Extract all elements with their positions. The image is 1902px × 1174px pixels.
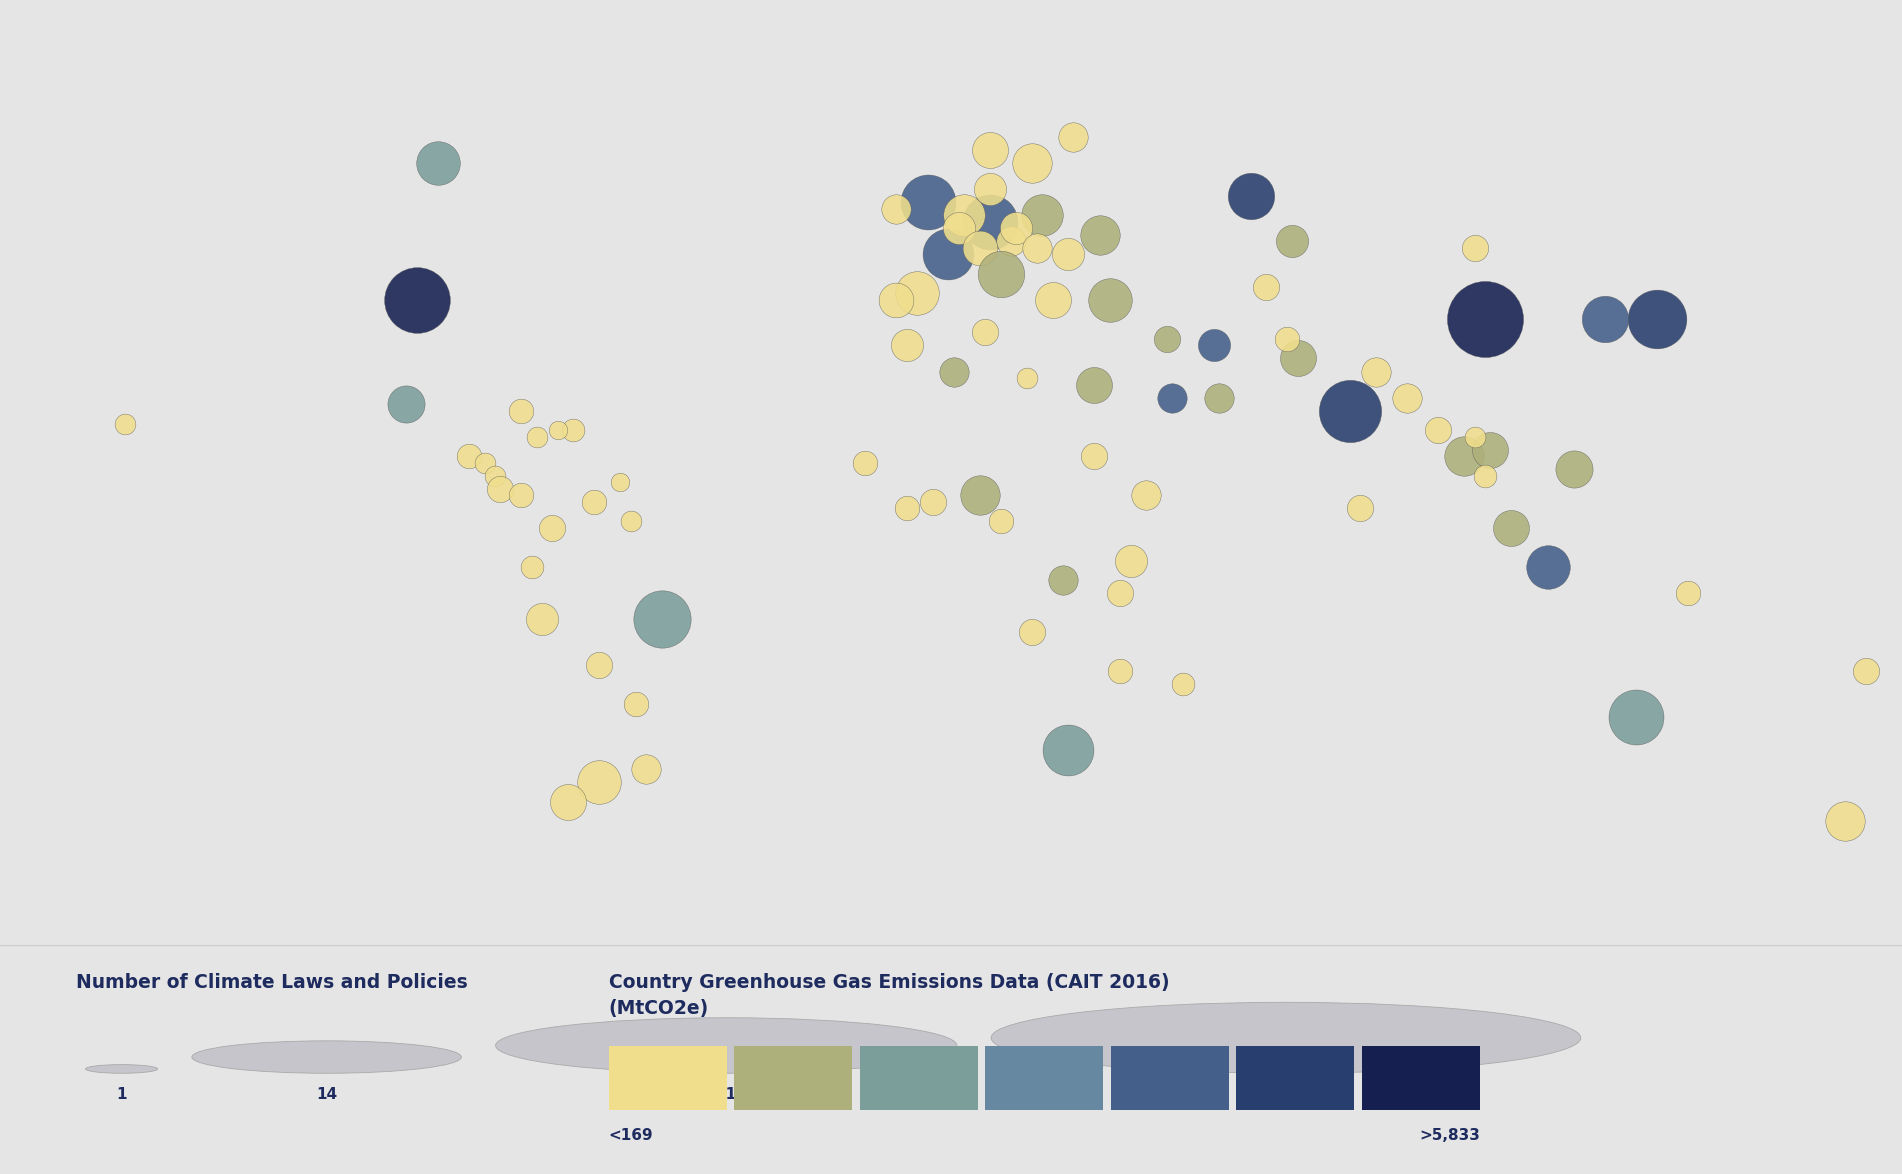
Point — [1198, 336, 1229, 355]
Ellipse shape — [192, 1041, 462, 1073]
Point — [578, 492, 609, 511]
Text: <169: <169 — [609, 1128, 652, 1143]
Text: 14: 14 — [316, 1087, 337, 1102]
Point — [1470, 310, 1501, 329]
Point — [997, 231, 1027, 250]
FancyBboxPatch shape — [609, 1046, 727, 1109]
Ellipse shape — [991, 1003, 1581, 1073]
Point — [1423, 420, 1453, 439]
Point — [1000, 218, 1031, 237]
Point — [1558, 460, 1588, 479]
Point — [1153, 330, 1183, 349]
Text: 1: 1 — [116, 1087, 127, 1102]
Point — [1476, 440, 1506, 459]
Point — [557, 420, 588, 439]
Point — [455, 447, 485, 466]
Point — [584, 655, 614, 674]
Point — [620, 695, 650, 714]
Point — [1096, 290, 1126, 309]
Point — [647, 609, 677, 628]
Point — [1276, 231, 1307, 250]
Point — [1459, 427, 1489, 446]
Point — [392, 394, 422, 413]
Point — [1470, 466, 1501, 485]
Point — [1335, 402, 1366, 420]
Point — [605, 473, 635, 492]
Point — [521, 427, 552, 446]
Point — [892, 499, 922, 518]
Point — [976, 212, 1006, 231]
Point — [917, 492, 947, 511]
Point — [422, 154, 453, 173]
Point — [631, 760, 662, 778]
Point — [1132, 486, 1162, 505]
Point — [892, 336, 922, 355]
Point — [506, 486, 536, 505]
Point — [584, 772, 614, 791]
Point — [976, 180, 1006, 198]
Point — [1392, 389, 1423, 407]
Point — [1078, 447, 1109, 466]
Point — [970, 323, 1000, 342]
Point — [1021, 238, 1052, 257]
Point — [964, 486, 995, 505]
Point — [1449, 447, 1480, 466]
Point — [881, 200, 911, 218]
Point — [850, 453, 881, 472]
Point — [542, 420, 573, 439]
Point — [1027, 205, 1058, 224]
Point — [1533, 558, 1563, 576]
Point — [985, 512, 1016, 531]
Point — [1116, 551, 1147, 569]
FancyBboxPatch shape — [985, 1046, 1103, 1109]
Point — [1621, 708, 1651, 727]
Point — [1641, 310, 1672, 329]
Point — [949, 205, 980, 224]
Point — [1168, 675, 1198, 694]
Point — [1204, 389, 1234, 407]
Point — [938, 362, 968, 380]
Point — [1830, 812, 1860, 831]
Point — [470, 453, 500, 472]
Point — [485, 479, 515, 498]
Point — [536, 519, 567, 538]
Point — [1105, 662, 1135, 681]
Point — [964, 238, 995, 257]
Point — [881, 290, 911, 309]
Point — [1078, 376, 1109, 394]
Point — [976, 141, 1006, 160]
Text: Number of Climate Laws and Policies: Number of Climate Laws and Policies — [76, 972, 468, 992]
Text: Country Greenhouse Gas Emissions Data (CAIT 2016)
(MtCO2e): Country Greenhouse Gas Emissions Data (C… — [609, 972, 1170, 1018]
Point — [1054, 245, 1084, 264]
Point — [553, 792, 584, 811]
Point — [1054, 740, 1084, 758]
Point — [527, 609, 557, 628]
FancyBboxPatch shape — [1111, 1046, 1229, 1109]
Point — [1252, 277, 1282, 296]
Text: >5,833: >5,833 — [1419, 1128, 1480, 1143]
FancyBboxPatch shape — [1362, 1046, 1480, 1109]
Point — [1360, 362, 1390, 380]
Point — [616, 512, 647, 531]
Point — [1105, 583, 1135, 602]
Point — [1345, 499, 1375, 518]
Point — [1084, 225, 1115, 244]
Point — [1459, 238, 1489, 257]
Point — [515, 558, 546, 576]
Point — [1851, 662, 1881, 681]
Point — [1497, 519, 1527, 538]
Ellipse shape — [496, 1018, 957, 1073]
Point — [479, 466, 510, 485]
Point — [985, 264, 1016, 283]
Point — [1156, 389, 1187, 407]
Point — [1016, 623, 1046, 642]
Point — [1058, 128, 1088, 147]
Point — [1236, 187, 1267, 205]
Ellipse shape — [86, 1065, 158, 1073]
Point — [943, 218, 974, 237]
Point — [1012, 369, 1042, 387]
Point — [401, 290, 432, 309]
Point — [1272, 330, 1303, 349]
Point — [934, 245, 964, 264]
Point — [1282, 349, 1312, 367]
